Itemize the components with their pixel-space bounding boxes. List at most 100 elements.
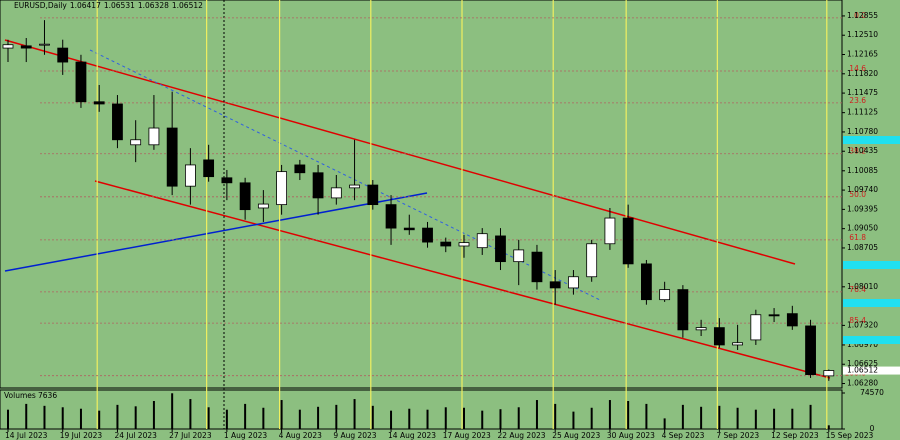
y-tick-label: 1.08705 (847, 243, 878, 252)
candle-body (549, 281, 561, 289)
volume-tick-label: 0 (870, 424, 875, 433)
fib-label: 61.8 (849, 233, 866, 242)
candle-body (531, 251, 543, 283)
x-tick-label: 4 Sep 2023 (662, 431, 705, 440)
price-marker (843, 136, 900, 144)
x-tick-label: 12 Sep 2023 (771, 431, 819, 440)
candle-body (276, 171, 288, 206)
candle-body (440, 241, 452, 247)
candle-body (622, 217, 634, 265)
y-tick-label: 1.12165 (847, 50, 878, 59)
candle-body (768, 314, 780, 317)
fib-label: 85.4 (849, 316, 866, 325)
x-tick-label: 17 Aug 2023 (443, 431, 491, 440)
price-marker-current (843, 366, 900, 375)
candle-body (130, 139, 142, 146)
ohlc-low: 1.06328 (137, 1, 169, 10)
x-tick-label: 15 Sep 2023 (826, 431, 874, 440)
candle-body (732, 342, 743, 346)
candle-body (513, 249, 525, 263)
candle-body (385, 204, 397, 229)
candle-body (422, 227, 433, 243)
fib-label: 0.0 (854, 11, 866, 20)
y-tick-label: 1.10435 (847, 146, 878, 155)
x-tick-label: 27 Jul 2023 (169, 431, 212, 440)
price-marker (843, 299, 900, 307)
fib-label: 23.6 (849, 96, 866, 105)
candle-body (57, 47, 69, 63)
volume-title: Volumes (4, 391, 36, 400)
candle-body (184, 164, 196, 187)
x-tick-label: 19 Jul 2023 (60, 431, 103, 440)
x-tick-label: 14 Jul 2023 (5, 431, 48, 440)
volume-tick-label: 74570 (860, 388, 884, 397)
candle-body (20, 45, 32, 49)
candle-body (586, 243, 598, 278)
fib-label: 38.2 (849, 147, 866, 156)
y-tick-label: 1.09395 (847, 204, 878, 213)
y-tick-label: 1.06280 (847, 379, 878, 388)
ohlc-open: 1.06417 (69, 1, 101, 10)
fib-label: 76.4 (849, 285, 866, 294)
x-tick-label: 24 Jul 2023 (114, 431, 157, 440)
candle-body (312, 172, 324, 199)
plot-frame (0, 0, 843, 389)
candle-body (2, 44, 14, 49)
current-price: 1.06512 (847, 366, 878, 375)
y-tick-label: 1.11820 (847, 69, 878, 78)
candle-body (221, 177, 233, 184)
trend-line (4, 192, 428, 272)
price-marker (843, 336, 900, 344)
fib-label: 50.0 (849, 190, 866, 199)
candle-body (641, 263, 652, 301)
y-tick-label: 1.06970 (847, 340, 878, 349)
y-tick-label: 1.07320 (847, 320, 878, 329)
y-tick-label: 1.09740 (847, 185, 878, 194)
candle-body (786, 313, 798, 327)
candle-body (823, 370, 835, 377)
x-tick-label: 22 Aug 2023 (497, 431, 545, 440)
ohlc-high: 1.06531 (103, 1, 135, 10)
x-tick-label: 4 Aug 2023 (279, 431, 322, 440)
symbol: EURUSD,Daily (14, 1, 67, 10)
candle-body (166, 127, 178, 187)
x-tick-label: 25 Aug 2023 (552, 431, 600, 440)
candle-body (203, 159, 215, 178)
candle-body (330, 187, 342, 199)
x-tick-label: 14 Aug 2023 (388, 431, 436, 440)
candle-body (713, 327, 725, 346)
y-tick-label: 1.10780 (847, 127, 878, 136)
candle-body (294, 164, 306, 174)
y-tick-label: 1.09050 (847, 224, 878, 233)
candle-body (403, 227, 415, 231)
candle-body (39, 43, 50, 46)
candle-body (75, 61, 87, 103)
x-tick-label: 1 Aug 2023 (224, 431, 267, 440)
candle-body (604, 217, 616, 245)
candle-body (93, 101, 105, 105)
price-marker (843, 261, 900, 269)
y-tick-label: 1.11475 (847, 88, 878, 97)
candle-body (349, 184, 360, 189)
y-tick-label: 1.08010 (847, 282, 878, 291)
header: EURUSD,Daily 1.06417 1.06531 1.06328 1.06512 (14, 1, 206, 10)
candle-body (458, 242, 470, 247)
trend-line-dashed (89, 49, 601, 301)
x-tick-label: 7 Sep 2023 (716, 431, 759, 440)
candle-body (476, 233, 488, 249)
channel-upper (4, 39, 796, 265)
volume-frame (0, 389, 843, 430)
x-tick-label: 30 Aug 2023 (607, 431, 655, 440)
candle-body (239, 182, 251, 211)
candle-body (659, 289, 671, 301)
candle-body (495, 235, 506, 263)
y-tick-label: 1.12510 (847, 30, 878, 39)
candle-body (677, 289, 689, 331)
candle-body (367, 184, 379, 206)
candle-body (750, 314, 762, 341)
candle-body (568, 276, 579, 289)
candle-body (112, 103, 123, 141)
y-tick-label: 1.12855 (847, 11, 878, 20)
